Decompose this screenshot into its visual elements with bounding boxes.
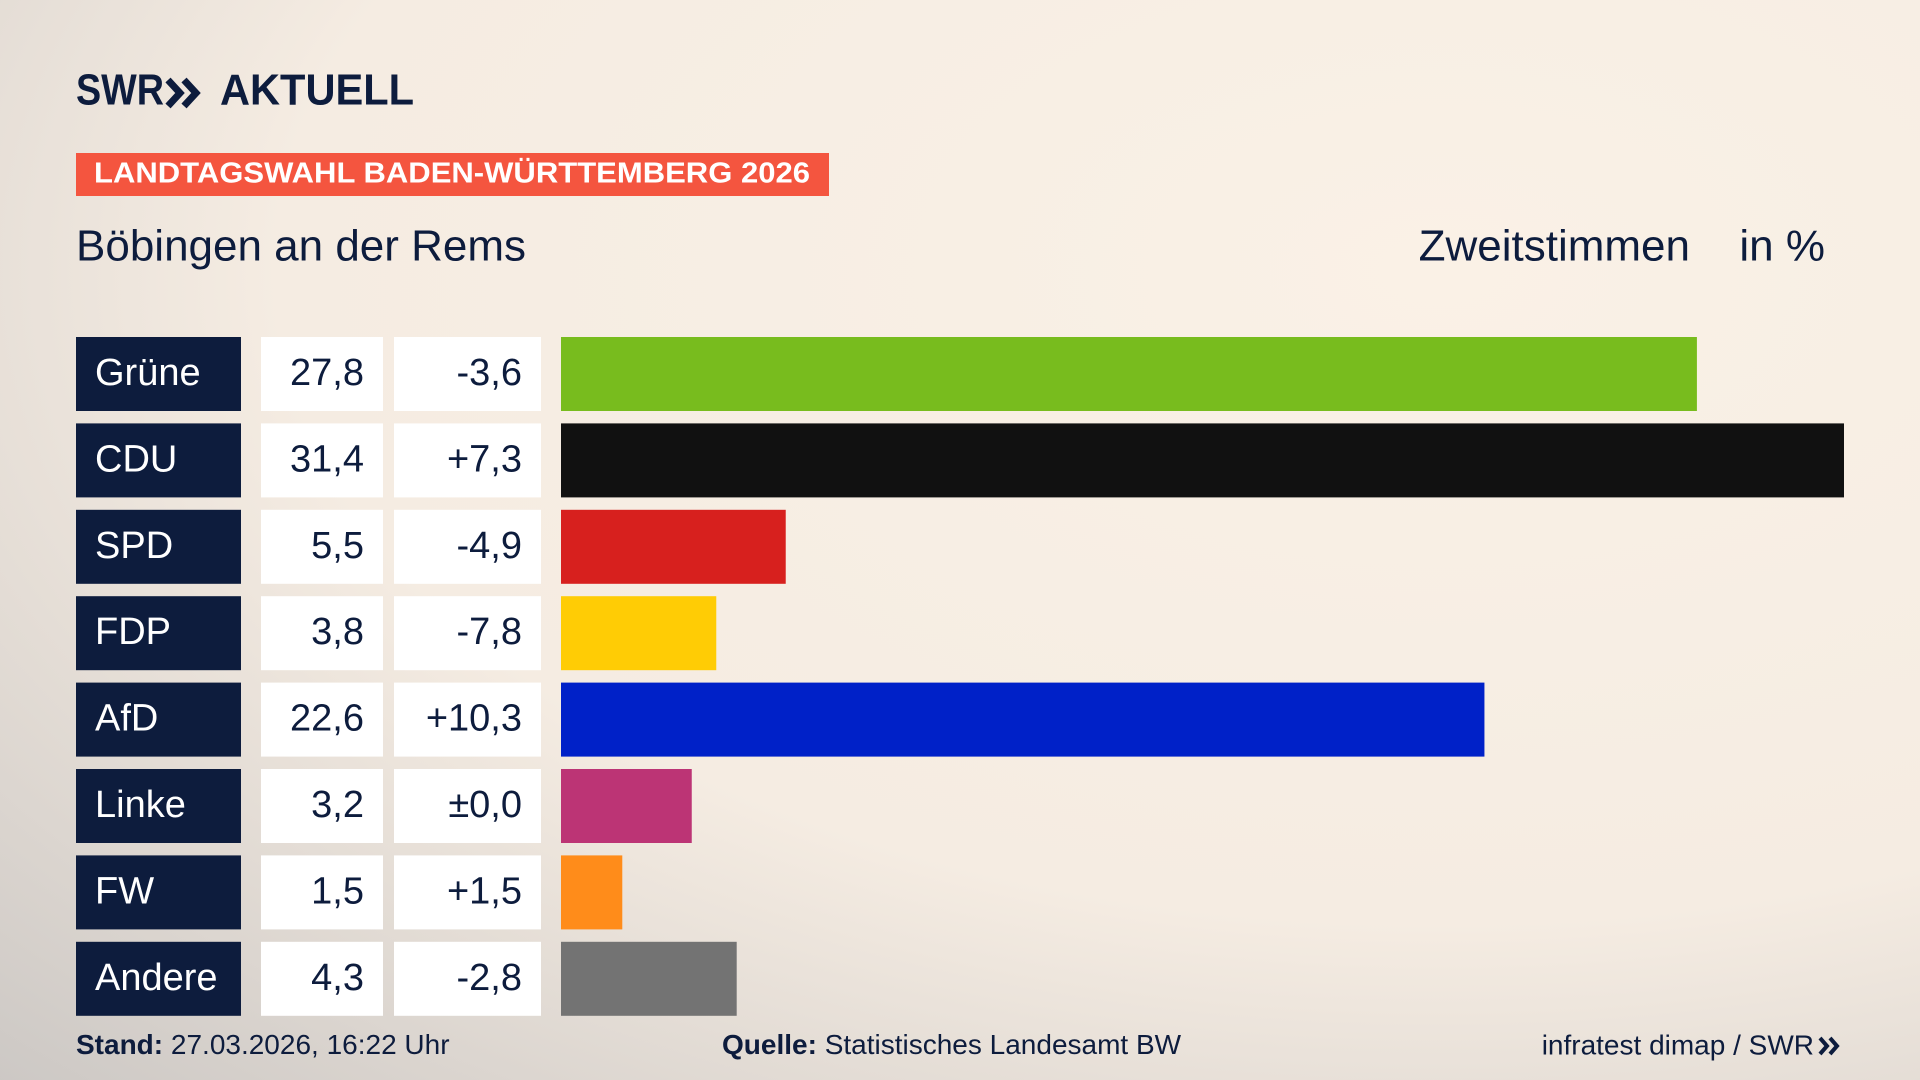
- unit: in %: [1739, 222, 1825, 271]
- value-box: [261, 769, 383, 843]
- value-label: 27,8: [290, 352, 364, 394]
- change-box: [394, 423, 541, 498]
- value-label: 1,5: [311, 870, 364, 912]
- bar: [561, 769, 692, 843]
- banner: LANDTAGSWAHL BADEN-WÜRTTEMBERG 2026: [94, 157, 810, 190]
- party-box: [76, 941, 241, 1016]
- party-label: SPD: [95, 525, 173, 567]
- value-box: [261, 337, 383, 411]
- change-box: [394, 682, 541, 757]
- bar: [561, 941, 737, 1016]
- bar: [561, 855, 623, 930]
- value-box: [261, 596, 383, 671]
- party-label: FW: [95, 870, 154, 912]
- party-label: CDU: [95, 438, 177, 480]
- value-label: 22,6: [290, 698, 364, 740]
- party-box: [76, 769, 241, 843]
- value-box: [261, 682, 383, 757]
- party-label: FDP: [95, 611, 171, 653]
- bar: [561, 509, 786, 584]
- value-label: 3,2: [311, 784, 364, 826]
- bar: [561, 596, 717, 671]
- party-box: [76, 682, 241, 757]
- party-box: [76, 337, 241, 411]
- change-box: [394, 509, 541, 584]
- change-label: -2,8: [457, 957, 522, 999]
- source-label: Quelle:: [722, 1029, 817, 1060]
- change-label: +10,3: [426, 698, 522, 740]
- banner-box: [76, 153, 829, 196]
- change-label: -7,8: [457, 611, 522, 653]
- change-box: [394, 941, 541, 1016]
- source: Quelle: Statistisches Landesamt BW: [722, 1029, 1182, 1060]
- value-label: 5,5: [311, 525, 364, 567]
- change-label: +7,3: [447, 438, 522, 480]
- change-label: +1,5: [447, 870, 522, 912]
- value-label: 4,3: [311, 957, 364, 999]
- value-label: 31,4: [290, 438, 364, 480]
- value-box: [261, 855, 383, 930]
- credit: infratest dimap / SWR: [1542, 1029, 1814, 1060]
- value-box: [261, 941, 383, 1016]
- value-box: [261, 423, 383, 498]
- party-label: AfD: [95, 698, 158, 740]
- party-label: Grüne: [95, 352, 201, 394]
- bar: [561, 337, 1697, 411]
- change-box: [394, 769, 541, 843]
- chart-title: Böbingen an der Rems: [76, 222, 526, 271]
- party-box: [76, 596, 241, 671]
- change-label: -4,9: [457, 525, 522, 567]
- value-box: [261, 509, 383, 584]
- stand-value: 27.03.2026, 16:22 Uhr: [171, 1029, 450, 1060]
- value-label: 3,8: [311, 611, 364, 653]
- chevrons: [165, 77, 201, 109]
- party-box: [76, 509, 241, 584]
- change-box: [394, 596, 541, 671]
- credit-chevrons: [1818, 1036, 1840, 1056]
- subtitle: Zweitstimmen: [1419, 222, 1690, 271]
- party-label: Linke: [95, 784, 186, 826]
- stand-label: Stand:: [76, 1029, 163, 1060]
- stand: Stand: 27.03.2026, 16:22 Uhr: [76, 1029, 450, 1060]
- source-value: Statistisches Landesamt BW: [825, 1029, 1182, 1060]
- product: AKTUELL: [220, 66, 414, 115]
- change-label: ±0,0: [448, 784, 522, 826]
- change-box: [394, 337, 541, 411]
- party-box: [76, 423, 241, 498]
- party-label: Andere: [95, 957, 218, 999]
- change-box: [394, 855, 541, 930]
- bar: [561, 682, 1485, 757]
- bar: [561, 423, 1844, 498]
- brand: SWR: [76, 66, 164, 115]
- party-box: [76, 855, 241, 930]
- change-label: -3,6: [457, 352, 522, 394]
